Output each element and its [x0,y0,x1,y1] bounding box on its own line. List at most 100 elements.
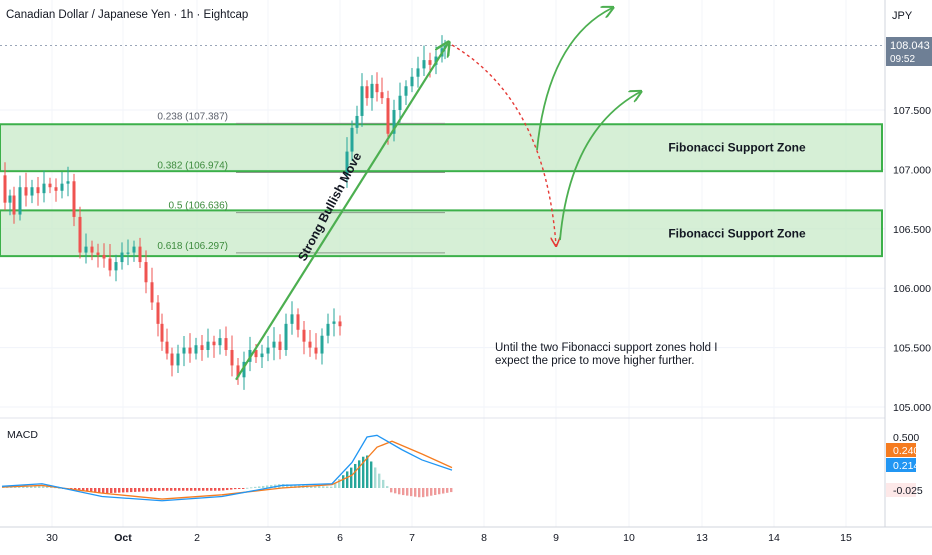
macd-histogram-bar [322,486,325,488]
time-axis-label: 10 [623,532,635,544]
fib-level-label: 0.238 (107.387) [157,111,228,122]
macd-histogram-bar [262,485,265,488]
candle-body [338,321,342,327]
fibonacci-zone-label: Fibonacci Support Zone [668,141,806,155]
macd-histogram-bar [422,488,425,498]
candle-body [84,246,88,253]
drawings [235,8,640,381]
candle-body [60,183,64,191]
time-axis[interactable]: 30 Oct 2 3 6 7 8 9 10 13 14 15 [0,526,932,544]
macd-histogram-bar [78,488,81,491]
candle-body [165,341,169,354]
time-axis-label: 14 [768,532,780,544]
macd-histogram-bar [342,475,345,488]
candle-body [114,262,118,271]
time-axis-label: 7 [409,532,415,544]
macd-histogram-bar [198,488,201,491]
time-axis-label: 8 [481,532,487,544]
candle-body [375,83,379,93]
projection-arrow-2 [559,92,640,241]
candle-body [24,187,28,196]
candle-body [108,258,112,271]
macd-histogram-bar [162,488,165,491]
chart-title: Canadian Dollar / Japanese Yen · 1h · Ei… [6,9,248,21]
macd-histogram-bar [106,488,109,494]
note-line-2: expect the price to move higher further. [495,355,694,367]
macd-histogram-bar [446,488,449,493]
candle-body [380,92,384,99]
candle-body [345,151,349,176]
macd-histogram-bar [410,488,413,497]
candle-body [410,76,414,87]
macd-histogram-bar [126,488,129,493]
time-axis-label: 2 [194,532,200,544]
macd-histogram-bar [74,488,77,490]
macd-histogram-bar [398,488,401,495]
macd-histogram-bar [102,488,105,494]
candle-body [182,347,186,354]
macd-histogram-bar [158,488,161,491]
currency-label: JPY [892,10,913,22]
candle-body [54,187,58,191]
macd-histogram-bar [114,488,117,493]
candle-body [278,341,282,350]
candle-body [150,282,154,303]
macd-histogram-bar [246,487,249,489]
macd-histogram-bar [206,488,209,491]
time-axis-label: 6 [337,532,343,544]
macd-histogram-bar [82,488,85,491]
macd-histogram-bar [150,488,153,492]
macd-histogram-bar [186,488,189,491]
macd-histogram-bar [138,488,141,492]
macd-histogram-bar [270,485,273,488]
macd-histogram-bar [374,467,377,488]
candle-body [160,323,164,342]
macd-histogram-bar [382,479,385,488]
macd-histogram-bar [350,467,353,488]
price-axis-label: 105.000 [893,402,931,414]
macd-histogram-bar [370,461,373,488]
candle-body [236,365,240,378]
price-badge [886,37,932,66]
candle-body [12,195,16,215]
candle-body [308,341,312,348]
macd-histogram-bar [286,484,289,488]
macd-histogram-bar [290,484,293,488]
candle-body [260,353,264,358]
macd-histogram-bar [86,488,89,492]
candle-body [8,195,12,203]
macd-value-badge [886,483,916,497]
macd-histogram-bar [434,488,437,495]
candle-body [230,349,234,366]
macd-value: -0.025 [893,485,923,497]
candle-body [120,252,124,263]
macd-histogram-bar [378,473,381,488]
macd-histogram-bar [354,463,357,488]
macd-histogram-bar [122,488,125,493]
macd-histogram-bar [414,488,417,497]
macd-histogram-bar [358,460,361,488]
macd-axis-label: 0.500 [893,432,919,444]
candle-body [326,323,330,336]
trend-arrow [235,43,448,381]
price-scale[interactable]: JPY 108.043 09:52 107.500 107.000 106.500 1… [884,0,932,527]
price-axis-label: 105.500 [893,343,931,355]
candle-body [416,68,420,77]
price-axis-label: 106.000 [893,283,931,295]
macd-pane: MACD [0,417,885,502]
macd-histogram-bar [222,488,225,491]
macd-histogram-bar [366,455,369,488]
macd-histogram-bar [202,488,205,491]
candle-body [428,60,432,65]
macd-histogram-bar [450,488,453,493]
candle-body [194,345,198,354]
macd-histogram-bar [118,488,121,493]
macd-value: 0.240 [893,445,919,457]
fib-level-label: 0.618 (106.297) [157,241,228,252]
macd-histogram-bar [214,488,217,491]
candle-body [200,345,204,350]
macd-histogram-bar [134,488,137,492]
candle-body [96,252,100,255]
